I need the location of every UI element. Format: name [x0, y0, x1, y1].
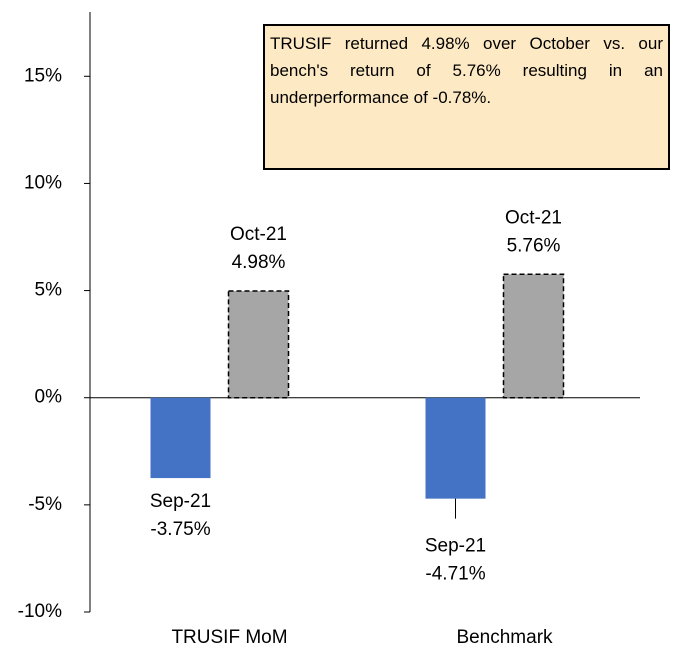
y-tick-label: -10%: [18, 601, 62, 622]
data-label: 4.98%: [232, 252, 286, 273]
data-label: -3.75%: [150, 519, 210, 540]
y-tick-label: -5%: [28, 494, 62, 515]
data-label-series: Oct-21: [230, 224, 287, 245]
y-tick-label: 5%: [35, 280, 63, 301]
y-tick-label: 15%: [24, 65, 62, 86]
data-label: 5.76%: [507, 235, 561, 256]
data-label-series: Sep-21: [150, 491, 211, 512]
bar: [425, 397, 486, 499]
y-tick-label: 10%: [24, 172, 62, 193]
bar: [227, 290, 290, 399]
y-tick-label: 0%: [35, 387, 63, 408]
data-label-series: Sep-21: [425, 536, 486, 557]
data-label-series: Oct-21: [505, 207, 562, 228]
x-tick-label: Benchmark: [456, 627, 553, 648]
annotation: TRUSIF returned 4.98% over October vs. o…: [263, 24, 670, 170]
bar: [150, 397, 211, 479]
data-label: -4.71%: [425, 564, 485, 585]
x-tick-label: TRUSIF MoM: [171, 627, 287, 648]
bar: [502, 273, 565, 399]
